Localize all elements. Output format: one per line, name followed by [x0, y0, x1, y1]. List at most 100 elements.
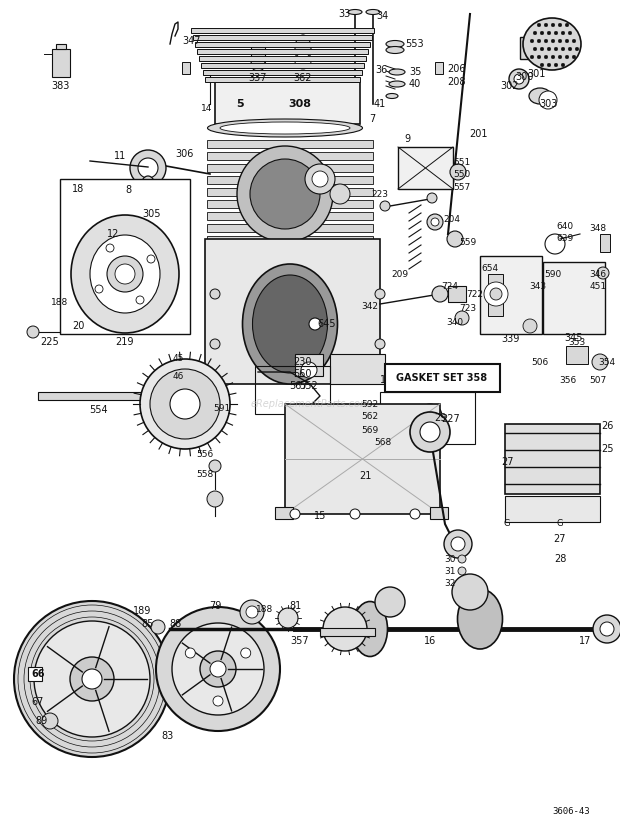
Bar — [207, 236, 373, 244]
Circle shape — [427, 214, 443, 230]
Circle shape — [523, 319, 537, 333]
Text: 308: 308 — [288, 99, 311, 109]
Bar — [195, 42, 370, 47]
Circle shape — [82, 669, 102, 689]
Bar — [285, 404, 440, 514]
Text: 557: 557 — [453, 183, 471, 192]
Text: 89: 89 — [36, 716, 48, 726]
Bar — [203, 70, 362, 75]
Text: 27: 27 — [554, 534, 566, 544]
Circle shape — [301, 362, 317, 378]
Text: 79: 79 — [209, 601, 221, 611]
Text: 506: 506 — [531, 358, 549, 366]
Bar — [56, 44, 66, 49]
Circle shape — [554, 31, 558, 35]
Circle shape — [540, 31, 544, 35]
Ellipse shape — [242, 264, 337, 384]
Circle shape — [551, 23, 555, 27]
Circle shape — [241, 648, 250, 658]
Circle shape — [250, 159, 320, 229]
Circle shape — [554, 63, 558, 67]
Text: 227: 227 — [441, 414, 461, 424]
Circle shape — [452, 574, 488, 610]
Circle shape — [539, 91, 557, 109]
Circle shape — [375, 339, 385, 349]
Text: 88: 88 — [169, 619, 181, 629]
Text: 722: 722 — [466, 289, 484, 299]
Ellipse shape — [208, 119, 363, 137]
Circle shape — [551, 55, 555, 59]
Circle shape — [514, 74, 524, 84]
Text: 7: 7 — [369, 114, 375, 124]
Text: 29: 29 — [434, 413, 446, 423]
Circle shape — [210, 289, 220, 299]
Bar — [380, 392, 475, 444]
Circle shape — [537, 23, 541, 27]
Bar — [52, 49, 70, 77]
Circle shape — [200, 651, 236, 687]
Text: 46: 46 — [172, 371, 184, 380]
Ellipse shape — [386, 93, 398, 98]
Circle shape — [431, 218, 439, 226]
Text: 230: 230 — [293, 357, 311, 367]
Circle shape — [432, 286, 448, 302]
Circle shape — [547, 31, 551, 35]
Text: 343: 343 — [529, 282, 547, 290]
Circle shape — [558, 55, 562, 59]
Bar — [60, 179, 190, 334]
Circle shape — [544, 23, 548, 27]
Circle shape — [295, 53, 311, 69]
Bar — [207, 212, 373, 220]
Circle shape — [170, 389, 200, 419]
Text: 300: 300 — [516, 72, 534, 82]
Text: 357: 357 — [291, 636, 309, 646]
Circle shape — [278, 608, 298, 628]
Text: eReplacementParts.com: eReplacementParts.com — [250, 399, 370, 409]
Circle shape — [568, 31, 572, 35]
Text: 26: 26 — [601, 421, 613, 431]
Circle shape — [290, 509, 300, 519]
Text: 41: 41 — [374, 99, 386, 109]
Circle shape — [410, 509, 420, 519]
Text: 559: 559 — [459, 238, 477, 247]
Text: 345: 345 — [565, 333, 583, 343]
Text: 568: 568 — [374, 438, 392, 446]
Circle shape — [130, 150, 166, 186]
Circle shape — [246, 606, 258, 618]
Circle shape — [561, 63, 565, 67]
Circle shape — [330, 184, 350, 204]
Bar — [191, 28, 374, 33]
Bar — [566, 346, 588, 364]
Circle shape — [207, 491, 223, 507]
Bar — [215, 82, 360, 124]
Text: 20: 20 — [72, 321, 84, 331]
Ellipse shape — [458, 589, 502, 649]
Text: 562: 562 — [361, 411, 379, 420]
Text: 305: 305 — [143, 209, 161, 219]
Text: 654: 654 — [482, 264, 498, 273]
Ellipse shape — [348, 9, 362, 14]
Bar — [207, 188, 373, 196]
Circle shape — [420, 422, 440, 442]
Text: 354: 354 — [598, 358, 616, 366]
Bar — [207, 176, 373, 184]
Circle shape — [151, 620, 165, 634]
Text: 83: 83 — [162, 731, 174, 741]
Circle shape — [375, 587, 405, 617]
Circle shape — [147, 255, 155, 263]
Bar — [600, 234, 610, 252]
Ellipse shape — [523, 18, 581, 70]
Circle shape — [380, 201, 390, 211]
Ellipse shape — [90, 235, 160, 313]
Bar — [197, 49, 368, 54]
Bar — [480, 256, 542, 334]
Text: 35: 35 — [409, 67, 421, 77]
Bar — [520, 37, 535, 59]
Text: 21: 21 — [359, 471, 371, 481]
Circle shape — [150, 369, 220, 439]
Circle shape — [115, 264, 135, 284]
Bar — [207, 164, 373, 172]
Circle shape — [561, 48, 565, 51]
Circle shape — [209, 460, 221, 472]
Circle shape — [568, 48, 572, 51]
